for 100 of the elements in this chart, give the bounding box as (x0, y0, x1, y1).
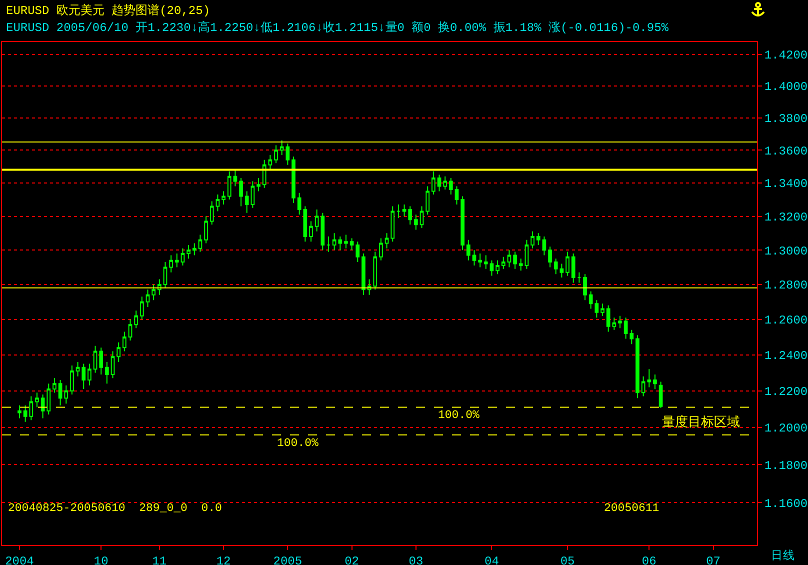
candlestick (437, 174, 442, 192)
candlestick (93, 345, 98, 374)
candlestick (70, 365, 74, 395)
x-tick-label: 12 (216, 554, 231, 565)
candlestick (390, 206, 395, 242)
x-tick-label: 2004 (5, 554, 34, 565)
candlestick (542, 236, 546, 256)
candlestick (647, 368, 652, 388)
candlestick (566, 251, 570, 276)
candlestick (105, 361, 109, 384)
chart-subtitle: EURUSD 2005/06/10 开1.2230↓高1.2250↓低1.2106↓收1.2115↓量0 额0 换0.00% 振1.18% 涨(-0.0116)-0.95% (6, 20, 670, 35)
chart-title: EURUSD 欧元美元 趋势图谱(20,25) (6, 3, 210, 18)
candlestick (110, 350, 115, 379)
candlestick (653, 374, 657, 390)
x-tick-label: 03 (408, 554, 424, 565)
candlestick (426, 186, 430, 216)
x-tick-label: 07 (706, 554, 720, 565)
candlestick (496, 260, 500, 275)
candlestick (583, 274, 587, 301)
candlestick (250, 180, 255, 208)
candlestick (518, 258, 523, 272)
candlestick (222, 190, 226, 206)
candlestick (373, 251, 378, 290)
candlestick (501, 256, 506, 270)
candlestick (216, 194, 220, 212)
candlestick (233, 169, 238, 187)
candlestick (384, 232, 389, 249)
candlestick (490, 260, 494, 276)
candlestick (466, 239, 470, 261)
candlestick (309, 220, 313, 242)
candlestick (239, 177, 243, 207)
candlestick (326, 236, 330, 252)
candlestick (641, 376, 646, 397)
y-tick-label: 1.4000 (764, 80, 808, 94)
candlestick (192, 242, 196, 256)
y-tick-label: 1.1600 (764, 496, 808, 511)
candlestick (58, 379, 62, 406)
candlestick (448, 177, 453, 196)
candlestick (362, 253, 366, 296)
x-tick-label: 04 (484, 554, 499, 565)
annotation: 20050611 (604, 502, 660, 515)
candlestick (198, 234, 202, 252)
candlestick (88, 363, 92, 386)
y-tick-label: 1.3000 (764, 244, 808, 258)
candlestick (146, 289, 150, 308)
x-tick-label: 05 (560, 554, 575, 565)
candlestick (636, 334, 640, 399)
candlestick (210, 200, 214, 226)
y-tick-label: 1.3800 (764, 112, 808, 126)
candlestick (396, 204, 400, 218)
candlestick (292, 156, 296, 204)
y-tick-label: 1.3400 (764, 177, 808, 192)
candlestick (204, 216, 208, 244)
candlestick (524, 239, 529, 270)
y-tick-label: 1.3600 (764, 144, 808, 158)
candlestick (116, 342, 121, 362)
candlestick (507, 250, 512, 268)
candlestick (560, 263, 564, 278)
candlestick (350, 238, 354, 251)
candlestick (408, 206, 412, 226)
y-tick-label: 1.3200 (764, 210, 808, 224)
candlestick (256, 177, 260, 192)
candlestick (274, 144, 278, 164)
candlestick (174, 253, 179, 268)
candlestick (554, 258, 558, 275)
candlestick (64, 384, 68, 404)
candlestick (443, 176, 448, 190)
candlestick (163, 262, 168, 288)
candlestick (82, 363, 86, 390)
candlestick (35, 392, 39, 408)
y-tick-label: 1.2200 (764, 385, 808, 400)
candlestick (134, 310, 138, 329)
y-tick-label: 1.2400 (764, 348, 808, 363)
candlestick (52, 378, 56, 394)
annotation: 20040825-20050610 289_0_0 0.0 (8, 502, 222, 515)
candlestick (140, 296, 144, 320)
candlestick (513, 251, 517, 270)
candlestick (577, 272, 582, 284)
candlestick (244, 190, 249, 214)
candlestick (472, 250, 476, 266)
x-tick-label: 2005 (273, 554, 302, 565)
annotation: 量度目标区域 (662, 414, 740, 430)
candlestick (180, 248, 185, 266)
candlestick (402, 204, 406, 217)
x-tick-label: 11 (152, 554, 167, 565)
candlestick (18, 404, 22, 419)
text: 日线 (771, 549, 795, 563)
candlestick (186, 244, 190, 260)
candlestick (40, 394, 45, 419)
y-tick-label: 1.2800 (764, 278, 808, 293)
y-tick-label: 1.2000 (764, 422, 808, 436)
candlestick (548, 246, 552, 268)
candlestick (99, 347, 104, 376)
candlestick (600, 303, 604, 316)
candlestick (76, 361, 80, 377)
candlestick (454, 186, 459, 206)
x-tick-label: 02 (344, 554, 360, 565)
candlestick (332, 232, 336, 251)
candlestick (571, 253, 576, 284)
y-tick-label: 1.2600 (764, 314, 808, 328)
